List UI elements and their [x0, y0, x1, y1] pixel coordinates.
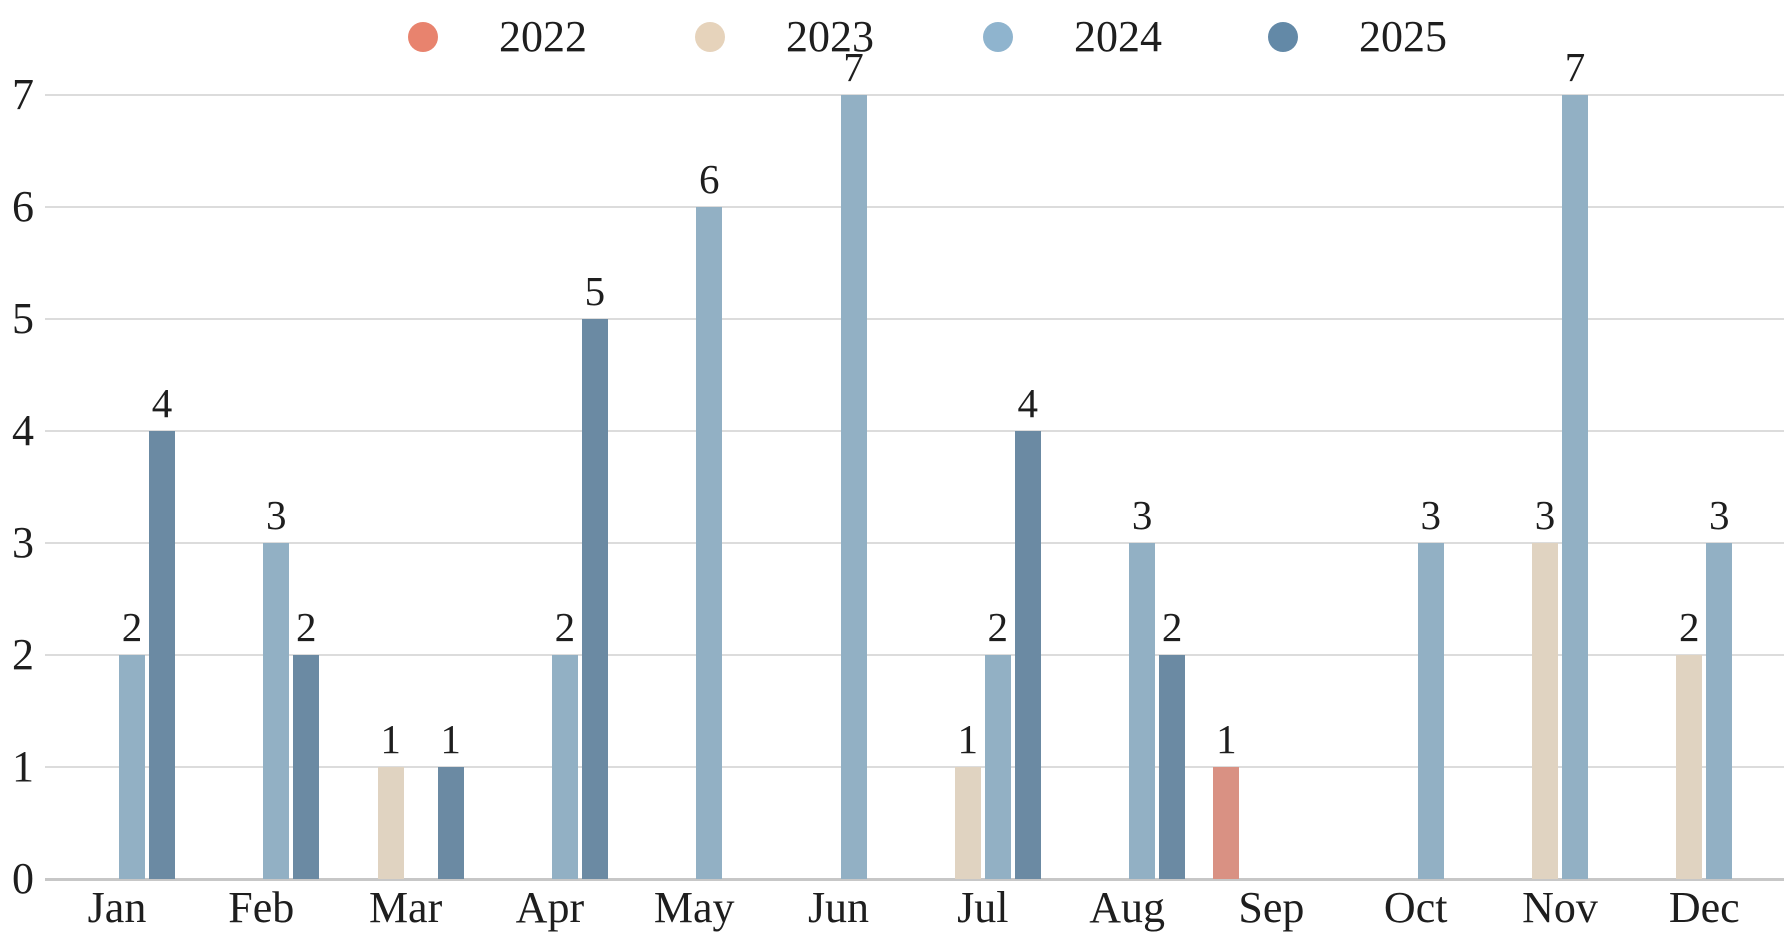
legend-label-2025: 2025 [1359, 12, 1447, 61]
bar-value-label: 7 [843, 44, 864, 90]
legend-dot-2025 [1268, 22, 1298, 52]
y-tick-label: 0 [12, 854, 34, 903]
bar-value-label: 1 [957, 716, 979, 762]
gridline [45, 318, 1784, 320]
bar-value-label: 1 [440, 716, 461, 762]
gridline [45, 206, 1784, 208]
y-tick-label: 6 [12, 182, 34, 231]
bar-value-label: 5 [584, 268, 606, 314]
bar-2023-mar [377, 767, 404, 879]
x-tick-label-mar: Mar [368, 883, 443, 932]
legend-label-2023: 2023 [786, 12, 874, 61]
bar-2023-dec [1676, 655, 1703, 879]
bar-value-label: 2 [1679, 604, 1700, 650]
bar-2022-sep [1213, 767, 1240, 879]
legend-dot-2023 [695, 22, 725, 52]
legend-label-2024: 2024 [1074, 12, 1162, 61]
bar-2024-jul [984, 655, 1011, 879]
legend-item-2024[interactable]: 2024 [983, 13, 1162, 61]
bar-2024-jun [840, 95, 867, 879]
bar-2024-apr [551, 655, 578, 879]
bar-2025-jul [1014, 431, 1041, 879]
legend-dot-2024 [983, 22, 1013, 52]
bar-value-label: 3 [1534, 492, 1556, 538]
bar-value-label: 4 [1017, 380, 1039, 426]
gridline [45, 766, 1784, 768]
bar-2025-feb [293, 655, 320, 879]
bar-2023-nov [1532, 543, 1558, 879]
y-tick-label: 3 [12, 518, 34, 567]
bar-value-label: 1 [1216, 716, 1237, 762]
bar-value-label: 4 [151, 380, 173, 426]
y-tick-label: 1 [12, 742, 34, 791]
bar-2024-jan [119, 655, 145, 879]
y-tick-label: 5 [12, 294, 34, 343]
bar-value-label: 3 [1131, 492, 1153, 538]
gridline [45, 430, 1784, 432]
bar-2025-jan [149, 431, 175, 879]
x-tick-label-jan: Jan [87, 883, 147, 932]
bar-2023-jul [954, 767, 981, 879]
gridline [45, 542, 1784, 544]
bar-2024-feb [263, 543, 290, 879]
bar-value-label: 3 [1709, 492, 1730, 538]
y-tick-label: 4 [12, 406, 34, 455]
legend-item-2023[interactable]: 2023 [695, 13, 874, 61]
bar-value-label: 3 [266, 492, 287, 538]
x-tick-label-sep: Sep [1238, 883, 1305, 932]
y-tick-label: 2 [12, 630, 34, 679]
bar-value-label: 2 [987, 604, 1009, 650]
bar-value-label: 1 [380, 716, 401, 762]
gridline [45, 654, 1784, 656]
bar-value-label: 7 [1564, 44, 1586, 90]
legend-item-2025[interactable]: 2025 [1268, 13, 1447, 61]
x-tick-label-jun: Jun [807, 883, 870, 932]
x-tick-label-nov: Nov [1522, 883, 1598, 932]
bar-value-label: 2 [121, 604, 143, 650]
x-tick-label-may: May [653, 883, 735, 932]
bar-value-label: 2 [554, 604, 576, 650]
x-tick-label-aug: Aug [1089, 883, 1165, 932]
bar-2025-mar [437, 767, 464, 879]
legend-label-2022: 2022 [499, 12, 587, 61]
bar-2024-dec [1706, 543, 1733, 879]
legend-item-2022[interactable]: 2022 [408, 13, 587, 61]
bar-2024-oct [1417, 543, 1444, 879]
bar-2025-apr [581, 319, 608, 879]
bar-2024-aug [1129, 543, 1156, 879]
bar-value-label: 2 [1161, 604, 1183, 650]
bar-2025-aug [1159, 655, 1186, 879]
gridline [45, 94, 1784, 96]
legend-dot-2022 [408, 22, 438, 52]
x-tick-label-oct: Oct [1383, 883, 1448, 932]
bar-2024-nov [1562, 95, 1588, 879]
bar-value-label: 2 [296, 604, 317, 650]
x-tick-label-feb: Feb [228, 883, 295, 932]
bar-value-label: 6 [698, 156, 720, 202]
bar-2024-may [696, 207, 723, 879]
x-tick-label-jul: Jul [957, 883, 1009, 932]
x-axis-line [45, 878, 1784, 881]
bar-value-label: 3 [1420, 492, 1441, 538]
x-tick-label-dec: Dec [1668, 883, 1740, 932]
y-tick-label: 7 [12, 70, 34, 119]
x-tick-label-apr: Apr [515, 883, 585, 932]
